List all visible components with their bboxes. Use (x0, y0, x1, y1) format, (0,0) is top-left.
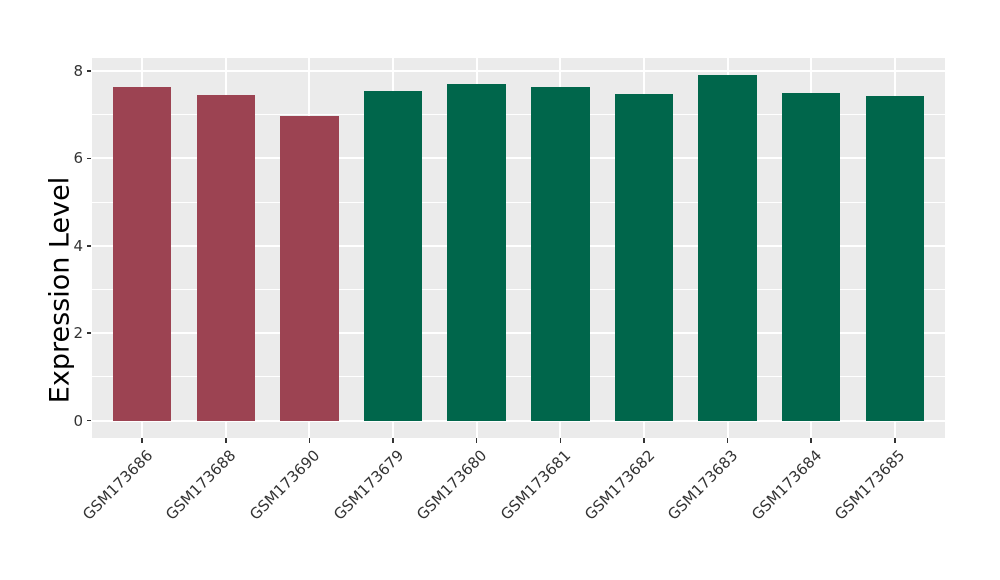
x-tick-label: GSM173680 (413, 446, 491, 524)
y-tick-mark (87, 70, 91, 72)
gridline-minor-horizontal (92, 114, 945, 116)
gridline-minor-horizontal (92, 376, 945, 378)
y-tick-label: 8 (73, 62, 83, 81)
gridline-major-horizontal (92, 244, 945, 247)
x-tick-label: GSM173681 (497, 446, 575, 524)
bar-GSM173688 (196, 95, 256, 421)
x-tick-mark (392, 438, 394, 443)
x-tick-mark (475, 438, 478, 443)
x-tick-mark (726, 438, 729, 443)
x-tick-mark (141, 438, 143, 443)
y-axis-title: Expression Level (44, 176, 76, 404)
x-tick-label: GSM173685 (831, 446, 909, 524)
y-tick-mark (87, 419, 91, 422)
bar-GSM173684 (781, 92, 841, 421)
y-tick-label: 0 (73, 411, 83, 430)
bar-GSM173682 (614, 93, 674, 421)
x-tick-mark (225, 438, 227, 443)
gridline-minor-horizontal (92, 201, 945, 203)
gridline-major-horizontal (92, 70, 945, 73)
x-tick-label: GSM173688 (162, 446, 240, 524)
x-tick-mark (559, 438, 562, 443)
bar-GSM173685 (865, 96, 925, 421)
y-tick-mark (87, 157, 91, 160)
y-tick-label: 2 (73, 324, 83, 343)
x-tick-mark (308, 438, 311, 443)
bar-GSM173686 (112, 87, 172, 421)
bar-GSM173683 (698, 75, 757, 421)
gridline-major-horizontal (92, 157, 945, 160)
bar-GSM173680 (447, 84, 506, 421)
gridline-major-horizontal (92, 419, 945, 422)
x-tick-label: GSM173690 (246, 446, 324, 524)
y-tick-mark (87, 332, 91, 334)
x-tick-label: GSM173686 (78, 446, 157, 524)
x-tick-label: GSM173684 (747, 446, 826, 524)
bar-GSM173681 (531, 86, 590, 421)
x-tick-mark (810, 438, 812, 443)
plot-panel (92, 58, 945, 438)
gridline-minor-horizontal (92, 288, 945, 290)
x-tick-label: GSM173679 (329, 446, 408, 524)
y-tick-label: 4 (73, 236, 83, 255)
y-tick-mark (87, 245, 91, 247)
x-tick-mark (894, 438, 896, 443)
gridline-major-horizontal (92, 332, 945, 335)
bar-GSM173690 (280, 116, 339, 421)
x-tick-label: GSM173683 (664, 446, 742, 524)
y-tick-label: 6 (73, 149, 83, 168)
bar-GSM173679 (363, 90, 423, 421)
x-tick-label: GSM173682 (580, 446, 658, 524)
x-tick-mark (643, 438, 645, 443)
